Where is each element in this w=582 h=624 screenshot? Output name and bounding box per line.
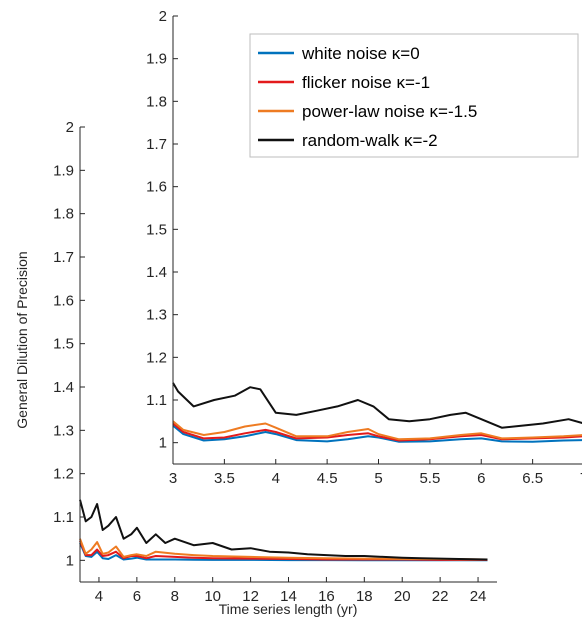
legend-label-1: flicker noise κ=-1: [302, 73, 430, 92]
main-x-tick-label: 24: [470, 588, 487, 605]
legend-box: [249, 33, 579, 158]
main-y-tick-label: 1.9: [53, 162, 74, 179]
inset-series-lines: [172, 382, 582, 443]
inset-y-tick-label: 1.7: [146, 136, 167, 153]
main-x-tick-label: 16: [318, 588, 335, 605]
inset-y-tick-label: 1.9: [146, 51, 167, 68]
main-y-tick-label: 1.3: [53, 422, 74, 439]
main-y-tick-label: 1.4: [53, 379, 74, 396]
inset-y-tick-label: 1: [159, 435, 167, 452]
inset-series-line-0: [172, 424, 582, 443]
main-x-tick-label: 22: [432, 588, 449, 605]
main-x-tick-label: 14: [280, 588, 297, 605]
main-x-tick-label: 12: [242, 588, 259, 605]
legend-label-2: power-law noise κ=-1.5: [302, 102, 477, 121]
inset-x-tick-label: 5.5: [419, 470, 440, 487]
inset-x-tick-label: 4: [272, 470, 280, 487]
main-x-tick-label: 18: [356, 588, 373, 605]
inset-chart-panel: 1 1.1 1.2 1.3 1.4 1.5 1.6 1.7 1.8 1.9 2 3 3.5 4 4.5 5 5.…: [146, 8, 582, 487]
main-series-line-1: [79, 540, 488, 561]
main-y-tick-label: 1.5: [53, 336, 74, 353]
main-y-tick-label: 1.1: [53, 509, 74, 526]
inset-x-tick-label: 4.5: [317, 470, 338, 487]
main-y-tick-label: 1.2: [53, 466, 74, 483]
main-y-axis-label: General Dilution of Precision: [14, 251, 30, 428]
inset-y-tick-label: 2: [159, 8, 167, 25]
inset-series-line-1: [172, 422, 582, 442]
main-x-tick-label: 8: [171, 588, 179, 605]
main-series-line-3: [79, 499, 488, 561]
main-y-tick-label: 1.6: [53, 292, 74, 309]
inset-x-tick-label: 6: [477, 470, 485, 487]
inset-y-tick-label: 1.1: [146, 392, 167, 409]
main-x-tick-label: 10: [204, 588, 221, 605]
main-y-tick-label: 1.8: [53, 206, 74, 223]
main-y-tick-label: 2: [66, 119, 74, 136]
inset-y-tick-label: 1.2: [146, 349, 167, 366]
main-y-tick-label: 1: [66, 552, 74, 569]
inset-x-tick-label: 7: [580, 470, 582, 487]
main-axes: 11.11.21.31.41.51.61.71.81.924 6 8 10 12 14 16…: [53, 119, 497, 605]
inset-x-tick-label: 6.5: [522, 470, 543, 487]
main-y-tick-label: 1.7: [53, 249, 74, 266]
inset-y-tick-label: 1.6: [146, 179, 167, 196]
inset-axes: 1 1.1 1.2 1.3 1.4 1.5 1.6 1.7 1.8 1.9 2 3 3.5 4 4.5 5 5.…: [146, 8, 582, 487]
inset-x-tick-label: 5: [374, 470, 382, 487]
main-x-axis-label: Time series length (yr): [219, 601, 358, 617]
main-x-tick-label: 20: [394, 588, 411, 605]
main-series-line-2: [79, 538, 488, 561]
legend: white noise κ=0 flicker noise κ=-1 power-l…: [249, 33, 579, 158]
inset-y-tick-label: 1.5: [146, 221, 167, 238]
inset-x-tick-label: 3.5: [214, 470, 235, 487]
inset-series-line-2: [172, 420, 582, 441]
legend-label-0: white noise κ=0: [301, 44, 420, 63]
main-x-tick-label: 6: [133, 588, 141, 605]
inset-x-tick-label: 3: [169, 470, 177, 487]
legend-label-3: random-walk κ=-2: [302, 131, 438, 150]
inset-y-tick-label: 1.3: [146, 307, 167, 324]
inset-y-tick-label: 1.4: [146, 264, 167, 281]
main-x-tick-label: 4: [95, 588, 103, 605]
inset-y-tick-label: 1.8: [146, 93, 167, 110]
main-series-lines: [79, 499, 488, 562]
inset-series-line-3: [172, 382, 582, 429]
